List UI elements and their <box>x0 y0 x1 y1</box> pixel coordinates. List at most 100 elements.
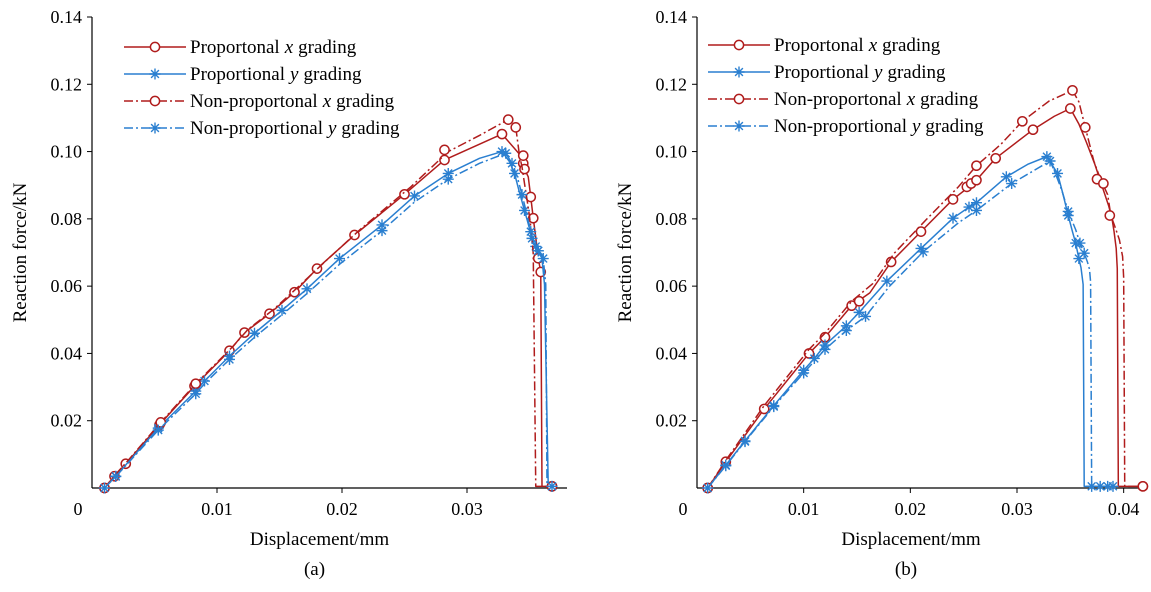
data-point <box>289 286 300 298</box>
data-point <box>442 173 454 185</box>
y-axis-title: Reaction force/kN <box>615 182 636 322</box>
legend-marker <box>733 93 745 105</box>
data-point <box>301 283 313 295</box>
x-tick-label: 0.01 <box>788 499 820 519</box>
data-point <box>1027 124 1039 136</box>
y-tick-label: 0.06 <box>656 276 688 296</box>
panel-caption: (b) <box>895 559 917 580</box>
legend-suffix: grading <box>336 91 395 112</box>
data-point <box>1074 237 1086 249</box>
x-tick-label: 0.04 <box>1108 499 1140 519</box>
series-line <box>707 107 1143 489</box>
data-point <box>249 327 260 339</box>
legend-entry-label: Non-proportonal x grading <box>774 89 979 110</box>
legend-entry-label: Proportional y grading <box>190 64 362 85</box>
data-point <box>496 146 508 158</box>
data-point <box>853 306 865 318</box>
legend-suffix: grading <box>298 37 357 58</box>
series-line <box>103 118 552 489</box>
series-non-proportonalx-grading <box>99 114 558 494</box>
data-point <box>970 204 982 216</box>
series-non-proportonalx-grading <box>702 84 1149 494</box>
y-tick-label: 0.12 <box>656 74 688 94</box>
legend-name: Non-proportonal <box>190 91 318 112</box>
legend-marker <box>733 66 745 78</box>
series-proportionaly-grading <box>99 146 558 494</box>
data-point <box>1006 178 1018 190</box>
data-point <box>152 424 164 436</box>
data-point <box>808 352 820 364</box>
data-point <box>990 152 1002 164</box>
data-point <box>276 304 288 316</box>
data-point <box>1086 480 1098 492</box>
series-line <box>707 89 1143 489</box>
data-point <box>947 212 959 224</box>
y-tick-label: 0.04 <box>656 343 688 363</box>
data-point <box>1016 115 1028 127</box>
y-axis-title: Reaction force/kN <box>10 182 31 322</box>
data-point <box>517 150 529 161</box>
series-non-proportionaly-grading <box>99 147 558 494</box>
data-point <box>199 375 210 387</box>
data-point <box>963 201 975 213</box>
legend-name: Non-proportional <box>190 118 323 139</box>
legend-entry-label: Proportional y grading <box>774 62 946 83</box>
data-point <box>224 353 235 365</box>
legend-suffix: grading <box>303 64 362 85</box>
data-point <box>110 471 122 483</box>
data-point <box>409 190 420 202</box>
data-point <box>1062 205 1074 217</box>
y-tick-label: 0.12 <box>51 74 83 94</box>
legend-variable: y <box>872 62 883 83</box>
data-point <box>506 157 518 169</box>
legend-variable: x <box>284 37 294 58</box>
data-point <box>509 167 520 179</box>
legend-name: Proportional <box>190 64 285 85</box>
data-point <box>496 128 508 140</box>
legend-variable: x <box>322 91 332 112</box>
data-point <box>376 219 388 231</box>
legend-entry-label: Proportonal x grading <box>774 35 941 56</box>
data-point <box>399 188 410 200</box>
legend-suffix: grading <box>887 62 946 83</box>
y-tick-label: 0.10 <box>656 142 688 162</box>
y-tick-label: 0.02 <box>51 411 83 431</box>
data-point <box>99 482 110 494</box>
data-point <box>439 144 450 156</box>
legend-name: Non-proportional <box>774 116 907 137</box>
series-line <box>103 150 552 489</box>
data-point <box>502 114 514 125</box>
data-point <box>500 147 512 159</box>
legend-variable: y <box>326 118 337 139</box>
data-point <box>1137 480 1149 492</box>
y-tick-label: 0.10 <box>51 142 83 162</box>
legend-name: Proportonal <box>774 35 864 56</box>
y-tick-label: 0.14 <box>51 7 83 27</box>
data-point <box>190 378 202 390</box>
data-point <box>702 482 714 494</box>
data-point <box>1067 84 1078 96</box>
data-point <box>917 246 929 258</box>
data-point <box>1052 167 1064 179</box>
data-point <box>532 245 544 257</box>
legend-suffix: grading <box>882 35 941 56</box>
legend-marker <box>149 41 161 53</box>
legend-variable: x <box>868 35 878 56</box>
series-line <box>707 155 1113 489</box>
data-point <box>739 436 751 448</box>
data-point <box>537 253 549 265</box>
data-point <box>527 212 539 224</box>
legend-entry-label: Non-proportional y grading <box>190 118 400 139</box>
series-line <box>103 152 552 489</box>
data-point <box>915 242 927 254</box>
data-point <box>915 226 927 237</box>
data-point <box>546 480 558 492</box>
data-point <box>1078 247 1090 259</box>
legend-variable: x <box>906 89 916 110</box>
legend-marker <box>149 68 161 80</box>
legend-suffix: grading <box>341 118 400 139</box>
data-point <box>970 197 982 209</box>
legend-name: Proportonal <box>190 37 280 58</box>
legend-name: Proportional <box>774 62 869 83</box>
series-proportionaly-grading <box>702 151 1119 494</box>
